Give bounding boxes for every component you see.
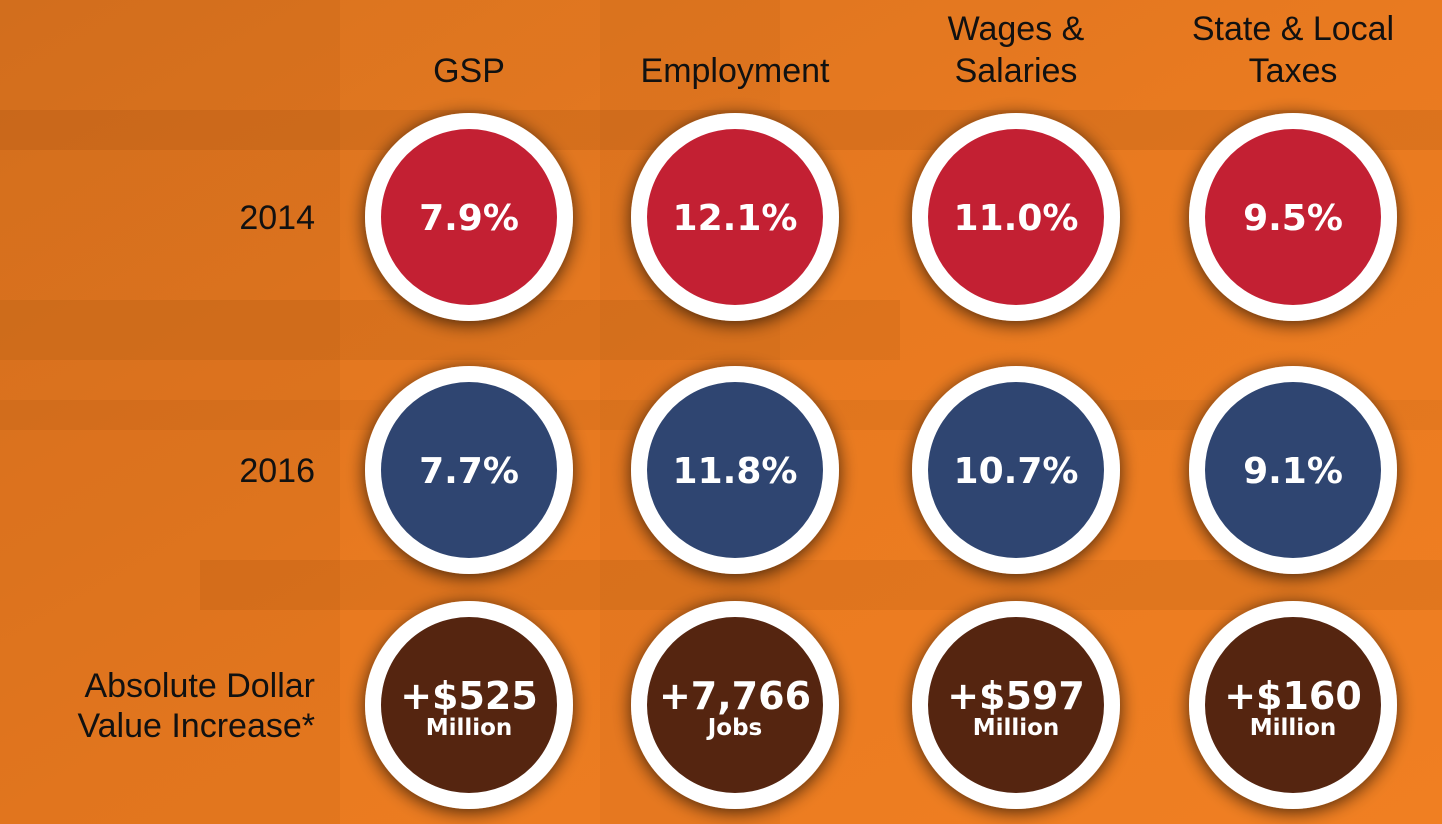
cell-value: 7.9%	[419, 198, 519, 239]
column-header: Wages &	[948, 10, 1085, 48]
circle-cell: 10.7%	[912, 366, 1120, 574]
circle-cell: 7.9%	[365, 113, 573, 321]
cell-unit: Jobs	[706, 715, 763, 741]
cell-value: +$160	[1224, 674, 1362, 718]
cell-value: 9.1%	[1243, 451, 1343, 492]
column-header: GSP	[433, 52, 505, 90]
cell-unit: Million	[973, 715, 1060, 741]
circle-fill	[928, 617, 1104, 793]
row-label: Value Increase*	[77, 707, 315, 745]
column-header: Employment	[641, 52, 831, 90]
circle-fill	[1205, 129, 1381, 305]
circle-cell: 9.5%	[1189, 113, 1397, 321]
row-label: Absolute Dollar	[84, 667, 315, 705]
cell-value: 11.0%	[954, 198, 1079, 239]
circle-fill	[928, 382, 1104, 558]
circle-fill	[647, 617, 823, 793]
cell-value: +7,766	[659, 674, 811, 718]
circle-cell: 7.7%	[365, 366, 573, 574]
column-header: Salaries	[955, 52, 1078, 90]
row-label: 2016	[239, 452, 315, 490]
column-header: Taxes	[1249, 52, 1338, 90]
circle-fill	[928, 129, 1104, 305]
row-label: 2014	[239, 199, 315, 237]
cell-value: 11.8%	[673, 451, 798, 492]
cell-value: +$525	[400, 674, 538, 718]
column-header: State & Local	[1192, 10, 1394, 48]
cell-value: 10.7%	[954, 451, 1079, 492]
circle-cell: 11.0%	[912, 113, 1120, 321]
circle-cell: 11.8%	[631, 366, 839, 574]
cell-unit: Million	[1250, 715, 1337, 741]
circle-fill	[381, 129, 557, 305]
circle-cell: 12.1%	[631, 113, 839, 321]
circle-fill	[1205, 382, 1381, 558]
circle-fill	[647, 382, 823, 558]
cell-value: +$597	[947, 674, 1085, 718]
circle-fill	[381, 382, 557, 558]
cell-value: 7.7%	[419, 451, 519, 492]
cell-value: 9.5%	[1243, 198, 1343, 239]
cell-unit: Million	[426, 715, 513, 741]
circle-fill	[647, 129, 823, 305]
circle-cell: 9.1%	[1189, 366, 1397, 574]
circle-fill	[1205, 617, 1381, 793]
circle-fill	[381, 617, 557, 793]
cell-value: 12.1%	[673, 198, 798, 239]
